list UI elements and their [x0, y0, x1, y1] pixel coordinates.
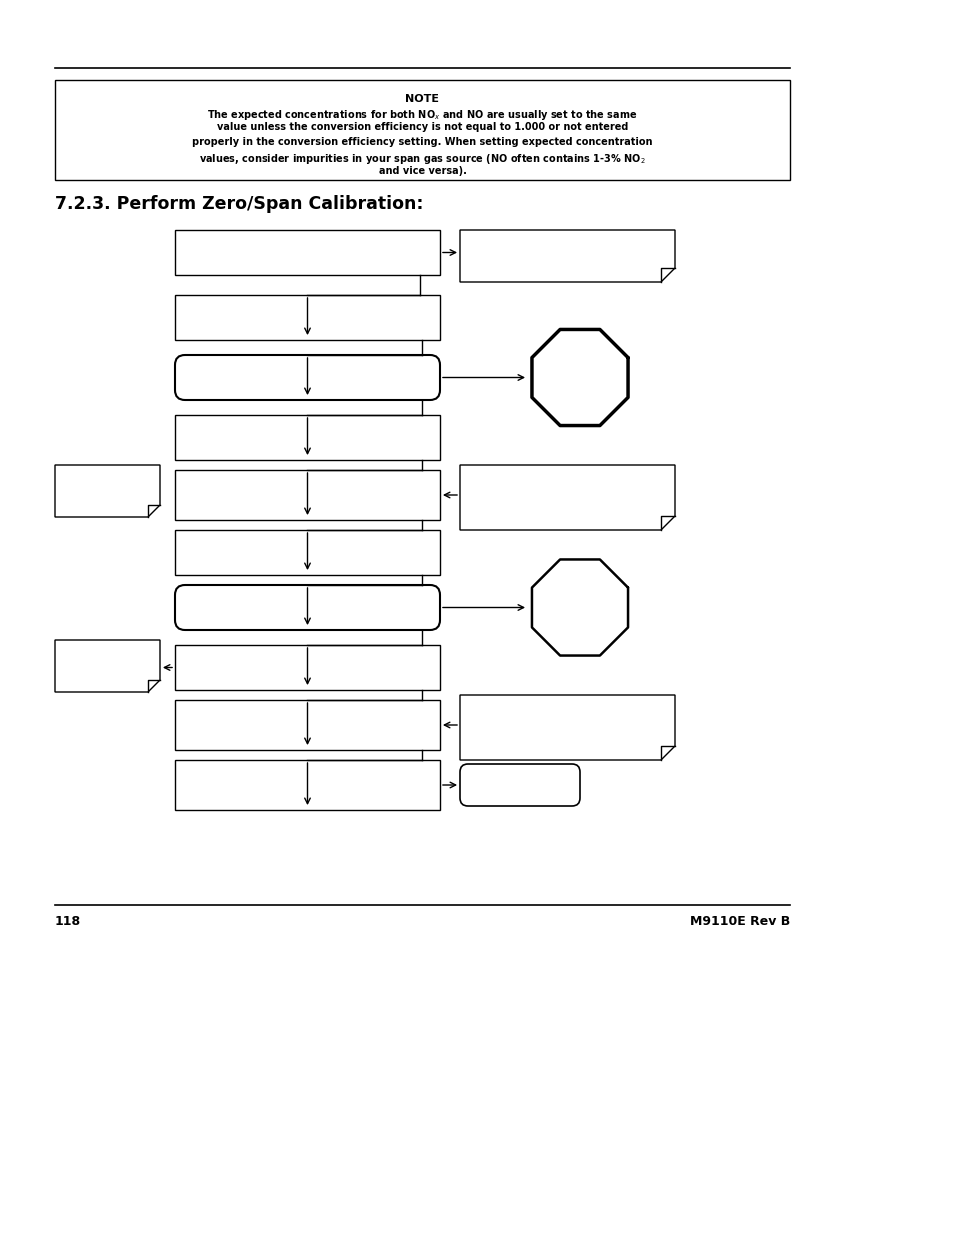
Bar: [55, 80, 789, 180]
Bar: [174, 530, 439, 576]
FancyBboxPatch shape: [459, 764, 579, 806]
Text: value unless the conversion efficiency is not equal to 1.000 or not entered: value unless the conversion efficiency i…: [216, 122, 627, 132]
Text: M9110E Rev B: M9110E Rev B: [689, 915, 789, 927]
Text: 118: 118: [55, 915, 81, 927]
Bar: [174, 295, 439, 340]
FancyBboxPatch shape: [174, 354, 439, 400]
Text: values, consider impurities in your span gas source (NO often contains 1-3% NO$_: values, consider impurities in your span…: [199, 152, 645, 165]
Text: properly in the conversion efficiency setting. When setting expected concentrati: properly in the conversion efficiency se…: [193, 137, 652, 147]
Polygon shape: [55, 640, 160, 692]
Bar: [174, 415, 439, 459]
Bar: [174, 645, 439, 690]
Text: and vice versa).: and vice versa).: [378, 165, 466, 177]
Bar: [174, 230, 439, 275]
Text: The expected concentrations for both NO$_x$ and NO are usually set to the same: The expected concentrations for both NO$…: [207, 107, 638, 122]
Polygon shape: [459, 466, 675, 530]
Polygon shape: [55, 466, 160, 517]
FancyBboxPatch shape: [174, 585, 439, 630]
Bar: [174, 700, 439, 750]
Polygon shape: [459, 230, 675, 282]
Text: 7.2.3. Perform Zero/Span Calibration:: 7.2.3. Perform Zero/Span Calibration:: [55, 195, 423, 212]
Polygon shape: [459, 695, 675, 760]
Text: NOTE: NOTE: [405, 94, 439, 104]
Bar: [174, 760, 439, 810]
Bar: [174, 471, 439, 520]
